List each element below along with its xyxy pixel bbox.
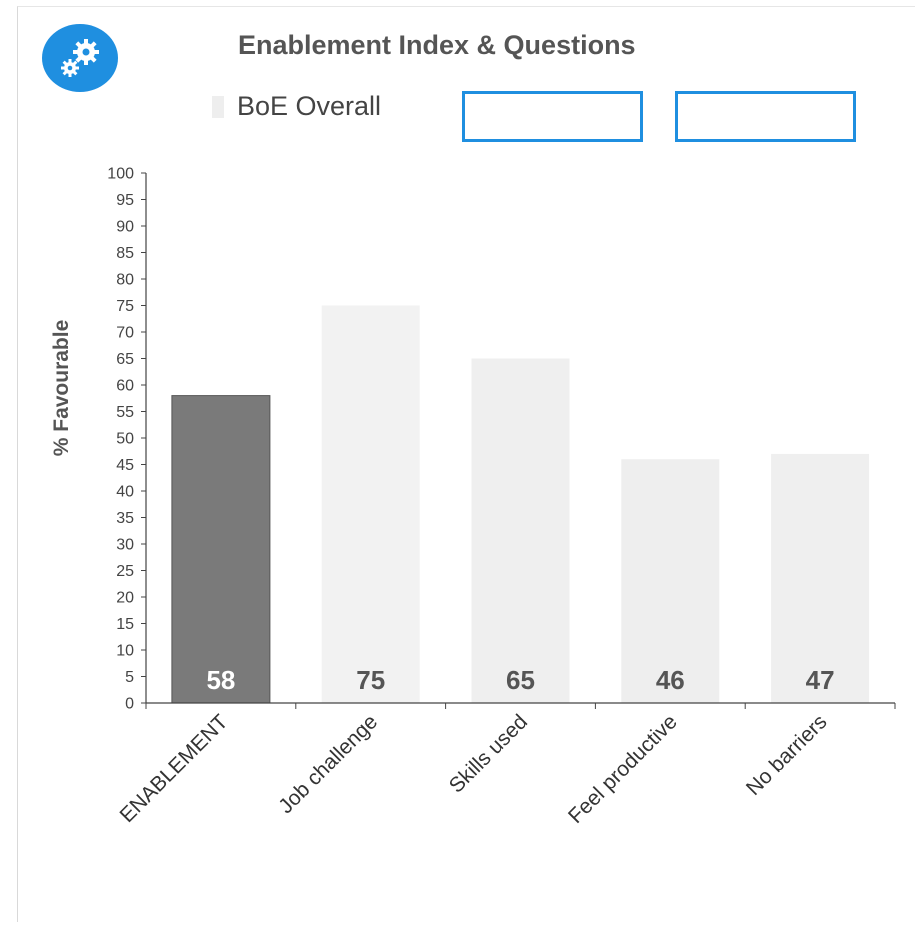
y-tick-label: 30 (116, 537, 134, 554)
y-tick-label: 85 (116, 245, 134, 262)
y-tick-label: 25 (116, 563, 134, 580)
chart-title: Enablement Index & Questions (238, 30, 636, 60)
y-tick-label: 90 (116, 219, 134, 236)
y-tick-label: 0 (125, 696, 134, 713)
bar (171, 395, 271, 704)
x-tick-label: Feel productive (564, 710, 682, 828)
bar (621, 459, 720, 703)
data-label: 58 (206, 665, 235, 695)
y-tick-label: 70 (116, 325, 134, 342)
y-tick-label: 80 (116, 272, 134, 289)
x-tick-label: Job challenge (274, 710, 382, 818)
y-tick-label: 100 (107, 166, 134, 183)
data-label: 47 (806, 665, 835, 695)
gears-icon (42, 24, 118, 92)
legend-empty-box-2 (675, 91, 856, 142)
y-axis-title: % Favourable (50, 320, 73, 457)
data-label: 46 (656, 665, 685, 695)
x-tick-label: ENABLEMENT (115, 710, 232, 827)
y-tick-label: 60 (116, 378, 134, 395)
y-tick-label: 5 (125, 669, 134, 686)
legend-label: BoE Overall (237, 91, 382, 121)
chart-frame (17, 6, 915, 922)
legend-swatch (212, 95, 224, 118)
y-tick-label: 40 (116, 484, 134, 501)
legend-empty-box-1 (462, 91, 643, 142)
y-tick-label: 75 (116, 298, 134, 315)
y-tick-label: 45 (116, 457, 134, 474)
x-tick-label: Skills used (445, 710, 532, 797)
bar (321, 305, 420, 703)
legend: BoE Overall (212, 91, 381, 122)
y-tick-label: 20 (116, 590, 134, 607)
bar (471, 358, 570, 703)
data-label: 65 (506, 665, 535, 695)
bar (771, 453, 870, 703)
x-tick-label: No barriers (742, 710, 832, 800)
data-label: 75 (356, 665, 385, 695)
y-tick-label: 55 (116, 404, 134, 421)
y-tick-label: 15 (116, 616, 134, 633)
y-tick-label: 65 (116, 351, 134, 368)
y-tick-label: 35 (116, 510, 134, 527)
y-tick-label: 10 (116, 643, 134, 660)
y-tick-label: 95 (116, 192, 134, 209)
y-tick-label: 50 (116, 431, 134, 448)
